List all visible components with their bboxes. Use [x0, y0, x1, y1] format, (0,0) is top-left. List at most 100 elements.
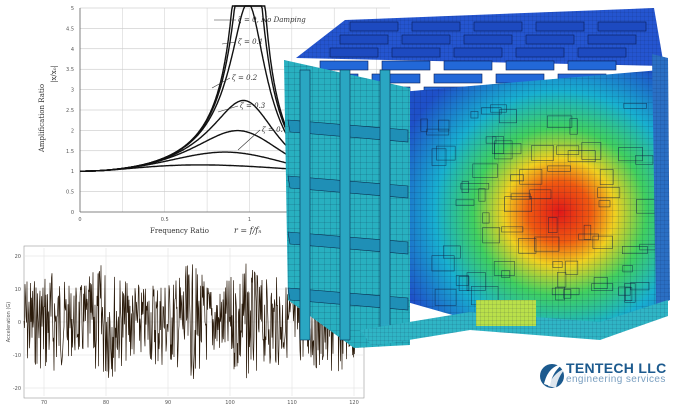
fea-block [510, 193, 531, 200]
fea-card [535, 21, 585, 32]
fea-block [534, 236, 560, 252]
fea-block [546, 115, 573, 128]
x-tick-label: 0 [78, 217, 81, 223]
y-tick-label: 2 [71, 128, 74, 134]
fea-block [481, 107, 502, 115]
fea-card [473, 21, 523, 32]
fea-block [420, 118, 428, 132]
y-tick-label: 3.5 [66, 67, 74, 73]
fea-card [515, 47, 565, 58]
fea-block [624, 287, 633, 302]
fea-block [556, 272, 567, 288]
curve-label-z04: ζ = 0. [262, 126, 283, 134]
fea-block [622, 265, 633, 273]
time-y-tick: 20 [15, 254, 21, 260]
label-leader [211, 77, 231, 89]
x-tick-label: 0.5 [161, 217, 169, 223]
fea-block [529, 189, 552, 200]
time-x-tick: 120 [349, 400, 359, 406]
curve-label-z02: ζ = 0.2 [232, 74, 258, 82]
fea-block [501, 270, 511, 278]
fea-card [349, 21, 399, 32]
fea-card [453, 47, 503, 58]
fea-block [470, 111, 479, 119]
fea-block [618, 286, 631, 296]
fea-card [329, 47, 379, 58]
fea-block [455, 275, 469, 286]
frequency-ratio-symbol: r = f/fₙ [234, 226, 261, 235]
fea-block [618, 147, 643, 162]
label-leader [221, 41, 237, 45]
time-y-tick-labels: 20 10 0 -10 -20 [13, 254, 21, 392]
fea-block [460, 183, 490, 190]
fea-block [599, 169, 614, 185]
fea-block [624, 283, 636, 303]
fea-block [593, 277, 608, 289]
time-y-tick: 10 [15, 287, 21, 293]
y-tick-label: 4.5 [66, 26, 74, 32]
fea-block [438, 119, 450, 132]
fea-frame-ribs [287, 69, 409, 341]
fea-block [556, 145, 580, 155]
fea-block [583, 224, 592, 240]
time-x-tick: 100 [225, 400, 235, 406]
tentech-logo-icon [540, 364, 566, 388]
fea-card [371, 73, 421, 84]
fea-block [547, 217, 558, 234]
y-tick-label: 4 [71, 47, 74, 53]
x-tick-label: 1 [248, 217, 251, 223]
fea-model [284, 8, 670, 348]
y-axis-formula: |x/x₀| [50, 65, 58, 83]
y-tick-label: 0 [71, 210, 74, 216]
fea-card [339, 34, 389, 45]
fea-block [482, 227, 500, 244]
tentech-logo: TENTECH LLC engineering services [566, 360, 690, 385]
fea-rib-v [339, 69, 351, 341]
fea-block [493, 261, 516, 276]
fea-block [578, 233, 599, 241]
fea-card [567, 60, 617, 71]
fea-block [591, 283, 614, 291]
fea-block [498, 109, 517, 124]
fea-block [490, 104, 507, 113]
fea-block [472, 163, 498, 178]
fea-block [510, 174, 524, 182]
logo-tagline: engineering services [566, 374, 666, 385]
y-tick-label: 3 [71, 88, 74, 94]
time-x-tick: 110 [287, 400, 297, 406]
fea-block [519, 169, 543, 185]
fea-block [635, 155, 654, 165]
fea-block [504, 196, 532, 213]
time-y-axis-label: Acceleration (G) [6, 302, 12, 342]
fea-block [466, 272, 486, 291]
y-tick-label: 1 [71, 169, 74, 175]
fea-card [505, 60, 555, 71]
fea-block [552, 261, 563, 268]
fea-block [592, 235, 613, 249]
fea-block [455, 199, 475, 206]
y-axis-label: Amplification Ratio [38, 84, 46, 153]
fea-block [581, 142, 602, 160]
fea-card [391, 47, 441, 58]
time-y-tick: -20 [13, 386, 21, 392]
time-x-tick: 70 [41, 400, 47, 406]
fea-block [461, 181, 469, 193]
fea-block [431, 255, 455, 272]
fea-block [623, 103, 647, 109]
fea-block [485, 136, 497, 144]
curve-label-z03: ζ = 0.3 [240, 102, 266, 110]
fea-block [518, 238, 537, 254]
time-y-tick: -10 [13, 353, 21, 359]
x-axis-label: Frequency Ratio [150, 227, 209, 235]
fea-block [565, 260, 579, 275]
time-x-tick-labels: 70 80 90 100 110 120 [41, 400, 359, 406]
fea-block [547, 165, 571, 172]
y-tick-labels: 0 0.5 1 1.5 2 2.5 3 3.5 4 4.5 5 [66, 6, 74, 216]
fea-card [433, 73, 483, 84]
fea-card [443, 60, 493, 71]
fea-block [491, 136, 504, 154]
fea-card [597, 21, 647, 32]
fea-card [401, 34, 451, 45]
fea-block [482, 212, 490, 224]
